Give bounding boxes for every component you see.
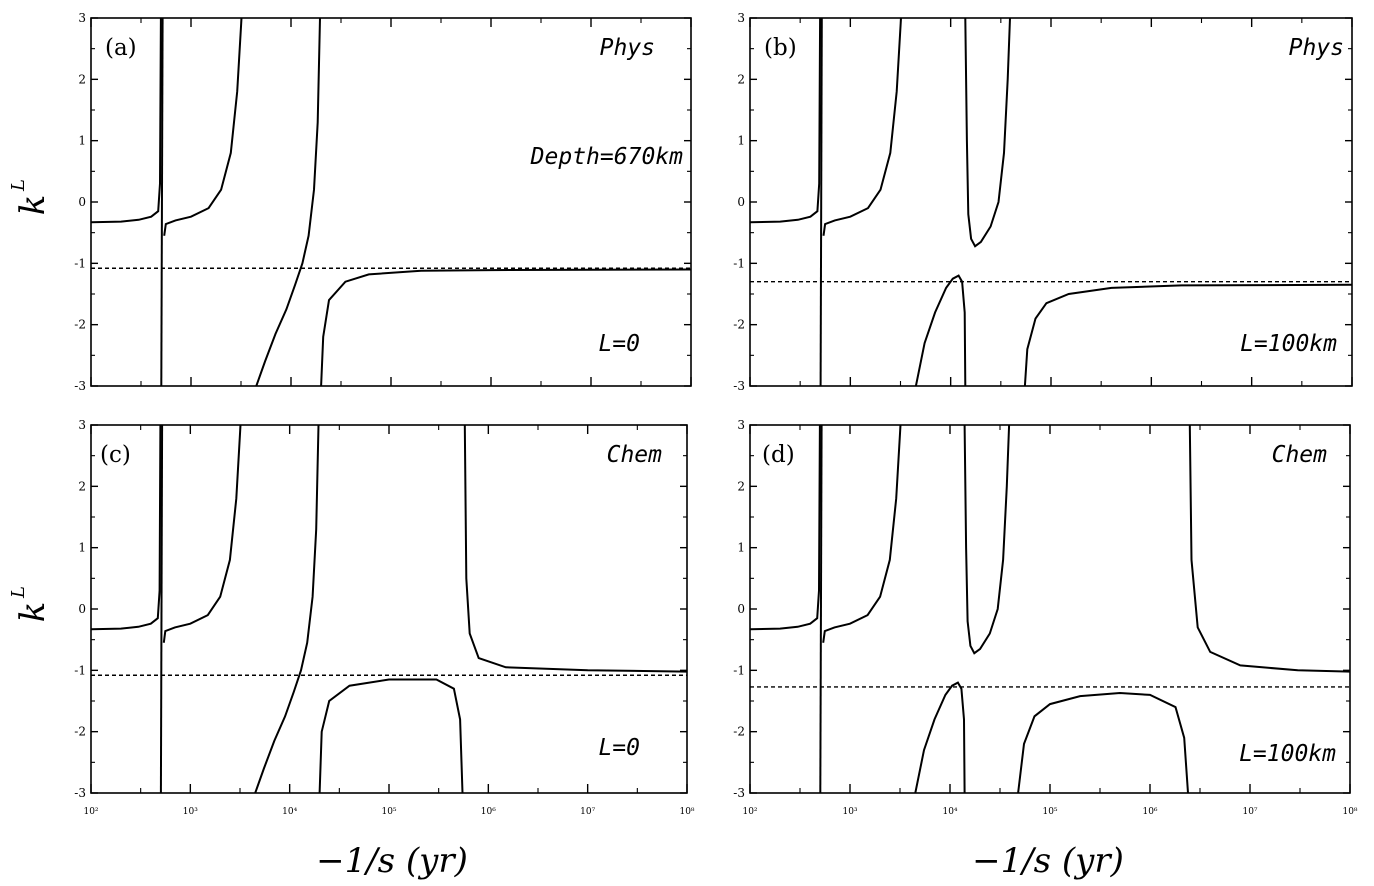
y-tick-label: -1 bbox=[74, 256, 86, 270]
x-tick-label: 10² bbox=[83, 807, 98, 817]
panel-label: (c) bbox=[100, 442, 131, 468]
annotation: Depth=670km bbox=[530, 144, 683, 170]
annotation: Chem bbox=[1272, 442, 1328, 468]
y-tick-label: 2 bbox=[737, 479, 745, 493]
y-tick-label: 2 bbox=[737, 72, 745, 86]
panels: -3 -2 -1 0 1 2 3 (a) Phys Depth=670km L=0 -3 -2 -1 0 1 2… bbox=[74, 11, 1358, 817]
x-tick-label: 10⁵ bbox=[381, 807, 396, 817]
panel-label: (d) bbox=[762, 442, 795, 468]
x-tick-label: 10⁷ bbox=[1242, 807, 1257, 817]
panel-d: -3 -2 -1 0 1 2 3 10² 10³ 10⁴ 10⁵ 10⁶ 10⁷ 10⁸ (d) Chem L=… bbox=[733, 418, 1358, 817]
y-tick-label: -2 bbox=[74, 725, 86, 739]
y-tick-label: 3 bbox=[78, 418, 86, 432]
x-axis-title-right: −1/s (yr) bbox=[972, 841, 1124, 881]
y-axis-title-superscript: L bbox=[8, 179, 29, 192]
series-line bbox=[819, 425, 823, 793]
series-line bbox=[822, 425, 902, 643]
y-tick-label: -1 bbox=[74, 663, 86, 677]
y-axis-title-superscript: L bbox=[8, 586, 29, 599]
series-line bbox=[822, 18, 902, 236]
x-tick-label: 10⁸ bbox=[1342, 807, 1357, 817]
series-line bbox=[964, 18, 1011, 248]
y-tick-label: 3 bbox=[737, 11, 745, 25]
y-axis-title-text: k bbox=[13, 602, 53, 623]
annotation: L=0 bbox=[598, 735, 640, 761]
panel-c: -3 -2 -1 0 1 2 3 10² 10³ 10⁴ 10⁵ 10⁶ 10⁷ 10⁸ (c) Chem L=… bbox=[74, 418, 695, 817]
annotation: Phys bbox=[1289, 35, 1344, 61]
annotation: Phys bbox=[600, 35, 655, 61]
y-axis-title-bottom: k L bbox=[8, 586, 53, 622]
series-line bbox=[159, 425, 164, 793]
x-tick-label: 10² bbox=[742, 807, 757, 817]
series-line bbox=[91, 18, 162, 224]
y-tick-label: -1 bbox=[733, 256, 745, 270]
series-line bbox=[163, 18, 243, 236]
plot-frame bbox=[749, 17, 1353, 387]
series-line bbox=[1023, 283, 1352, 386]
panel-label: (a) bbox=[105, 35, 137, 61]
plot-frame bbox=[90, 424, 688, 794]
annotation: L=100km bbox=[1240, 331, 1337, 357]
plot-frame bbox=[90, 17, 692, 387]
x-tick-label: 10⁴ bbox=[942, 807, 957, 817]
y-tick-label: -2 bbox=[733, 318, 745, 332]
series-line bbox=[819, 18, 823, 386]
series-line bbox=[1017, 691, 1189, 793]
annotation: L=0 bbox=[598, 331, 640, 357]
y-tick-label: -3 bbox=[733, 786, 745, 800]
x-tick-label: 10⁴ bbox=[282, 807, 297, 817]
x-tick-label: 10⁵ bbox=[1042, 807, 1057, 817]
x-tick-label: 10⁷ bbox=[580, 807, 595, 817]
series-line bbox=[318, 678, 464, 793]
x-tick-label: 10⁸ bbox=[679, 807, 694, 817]
panel-label: (b) bbox=[764, 35, 797, 61]
panel-b: -3 -2 -1 0 1 2 3 (b) Phys L=100km bbox=[733, 11, 1353, 393]
y-tick-label: 0 bbox=[78, 602, 86, 616]
x-tick-label: 10³ bbox=[842, 807, 857, 817]
y-tick-label: 0 bbox=[78, 195, 86, 209]
series-line bbox=[914, 274, 967, 386]
y-tick-label: -2 bbox=[733, 725, 745, 739]
y-tick-label: 1 bbox=[737, 134, 745, 148]
y-tick-label: -1 bbox=[733, 663, 745, 677]
annotation: Chem bbox=[607, 442, 663, 468]
x-axis-title-left: −1/s (yr) bbox=[316, 841, 468, 881]
series-line bbox=[255, 18, 321, 386]
annotation: L=100km bbox=[1239, 741, 1336, 767]
y-tick-label: -3 bbox=[74, 786, 86, 800]
x-tick-label: 10³ bbox=[183, 807, 198, 817]
series-line bbox=[750, 18, 822, 224]
series-line bbox=[914, 681, 966, 793]
y-tick-label: -2 bbox=[74, 318, 86, 332]
y-tick-label: 2 bbox=[78, 72, 86, 86]
series-line bbox=[320, 268, 691, 386]
y-tick-label: 3 bbox=[78, 11, 86, 25]
panel-a: -3 -2 -1 0 1 2 3 (a) Phys Depth=670km L=0 bbox=[74, 11, 692, 393]
y-tick-label: 1 bbox=[737, 541, 745, 555]
x-tick-label: 10⁶ bbox=[481, 807, 496, 817]
series-line bbox=[963, 425, 1011, 655]
series-line bbox=[160, 18, 164, 386]
y-tick-label: -3 bbox=[733, 379, 745, 393]
y-tick-label: 2 bbox=[78, 479, 86, 493]
y-tick-label: 0 bbox=[737, 602, 745, 616]
y-tick-label: 3 bbox=[737, 418, 745, 432]
y-tick-label: 1 bbox=[78, 541, 86, 555]
y-tick-label: 1 bbox=[78, 134, 86, 148]
series-line bbox=[1188, 425, 1350, 673]
series-line bbox=[750, 425, 821, 631]
plot-frame bbox=[749, 424, 1351, 794]
series-line bbox=[254, 425, 320, 793]
y-axis-title-text: k bbox=[13, 195, 53, 216]
series-line bbox=[162, 425, 242, 643]
y-tick-label: 0 bbox=[737, 195, 745, 209]
y-tick-label: -3 bbox=[74, 379, 86, 393]
x-tick-label: 10⁶ bbox=[1142, 807, 1157, 817]
series-line bbox=[463, 425, 687, 673]
series-line bbox=[91, 425, 162, 631]
y-axis-title-top: k L bbox=[8, 179, 53, 215]
